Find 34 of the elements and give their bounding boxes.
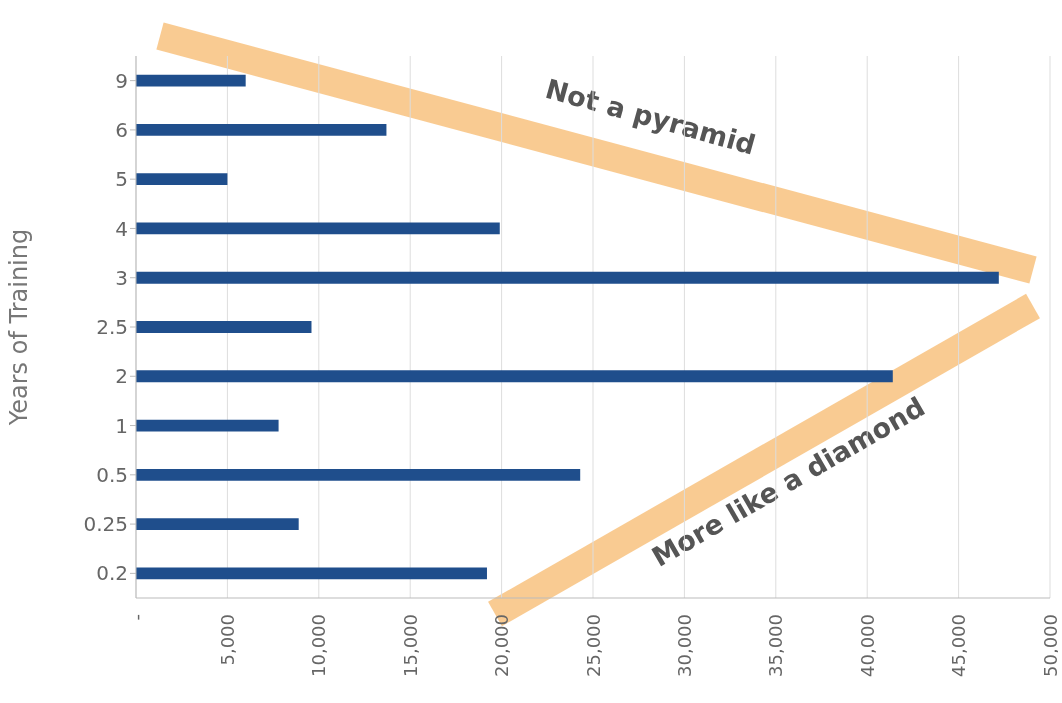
y-axis-title: Years of Training [4,228,33,427]
x-tick-label: 50,000 [1039,614,1061,677]
bar [136,222,500,235]
x-tick-label: 15,000 [399,614,421,677]
y-tick-label: 5 [115,167,128,192]
y-tick-label: 0.2 [96,561,128,586]
x-tick-label: 5,000 [216,614,238,666]
bar [136,468,581,481]
x-tick-label: - [125,614,147,621]
x-tick-label: 40,000 [856,614,878,677]
y-tick-label: 3 [115,265,128,290]
bar [136,321,312,333]
y-tick-label: 2 [115,364,128,389]
x-tick-label: 25,000 [582,614,604,677]
bar [136,74,246,87]
bar [136,370,893,383]
bar [136,271,999,284]
y-tick-label: 0.5 [96,462,128,487]
y-tick-label: 4 [115,216,128,241]
x-tick-label: 30,000 [673,614,695,677]
bar [136,419,279,432]
x-tick-label: 35,000 [765,614,787,677]
bar [136,567,487,580]
y-tick-label: 2.5 [96,315,128,340]
y-tick-label: 0.25 [83,512,128,537]
x-tick-label: 10,000 [308,614,330,677]
bar [136,518,299,530]
y-tick-label: 6 [115,118,128,143]
bar [136,173,228,186]
bar [136,124,387,136]
y-tick-label: 9 [115,68,128,93]
y-tick-label: 1 [115,413,128,438]
x-tick-label: 20,000 [491,614,513,677]
x-tick-label: 45,000 [948,614,970,677]
